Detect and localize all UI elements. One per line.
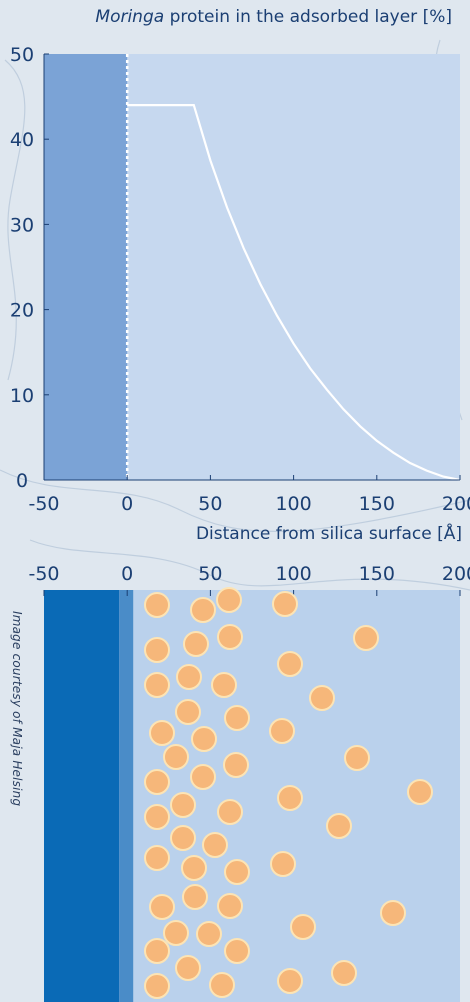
protein-particle	[144, 637, 170, 663]
illustration-tick-label: 200	[442, 563, 470, 585]
protein-particle	[144, 845, 170, 871]
x-axis-label: Distance from silica surface [Å]	[195, 524, 462, 544]
protein-particle	[211, 672, 237, 698]
protein-particle	[144, 973, 170, 999]
silica-edge	[119, 590, 134, 1002]
protein-particle	[144, 769, 170, 795]
protein-particle	[170, 792, 196, 818]
protein-particle	[223, 752, 249, 778]
protein-particle	[277, 968, 303, 994]
illustration-tick-label: 0	[121, 563, 133, 585]
illustration-tick-label: 100	[275, 563, 311, 585]
illustration-tick-label: -50	[28, 563, 59, 585]
protein-particle	[190, 764, 216, 790]
protein-particle	[380, 900, 406, 926]
x-tick-label: -50	[28, 493, 59, 515]
protein-particle	[149, 894, 175, 920]
protein-particle	[217, 893, 243, 919]
protein-particle	[270, 851, 296, 877]
protein-particle	[209, 972, 235, 998]
protein-particle	[224, 705, 250, 731]
protein-particle	[196, 921, 222, 947]
illustration-tick-label: 150	[359, 563, 395, 585]
protein-particle	[277, 651, 303, 677]
protein-particle	[224, 859, 250, 885]
x-tick-label: 150	[359, 493, 395, 515]
protein-particle	[202, 832, 228, 858]
protein-profile-line	[127, 104, 461, 482]
protein-particle	[144, 804, 170, 830]
protein-particle	[217, 624, 243, 650]
y-tick-label: 0	[16, 470, 28, 492]
silica-region	[44, 54, 128, 480]
x-tick-label: 50	[198, 493, 222, 515]
protein-particle	[407, 779, 433, 805]
protein-particle	[216, 587, 242, 613]
protein-particle	[344, 745, 370, 771]
y-tick-label: 50	[10, 44, 34, 66]
protein-particle	[309, 685, 335, 711]
protein-particle	[181, 855, 207, 881]
protein-particle	[217, 799, 243, 825]
chart-title: Moringa protein in the adsorbed layer [%…	[95, 7, 452, 27]
protein-particle	[190, 597, 216, 623]
protein-particle	[170, 825, 196, 851]
protein-particle	[331, 960, 357, 986]
silica-block	[44, 590, 120, 1002]
protein-particle	[149, 720, 175, 746]
y-tick-label: 10	[10, 385, 34, 407]
protein-particle	[183, 631, 209, 657]
protein-particle	[144, 938, 170, 964]
protein-particle	[290, 914, 316, 940]
y-tick-label: 20	[10, 300, 34, 322]
protein-particle	[144, 592, 170, 618]
protein-particle	[191, 726, 217, 752]
protein-particle	[272, 591, 298, 617]
protein-particle	[326, 813, 352, 839]
image-credit: Image courtesy of Maja Helsing	[10, 611, 24, 807]
protein-particle	[144, 672, 170, 698]
y-tick-label: 30	[10, 214, 34, 236]
y-tick-label: 40	[10, 129, 34, 151]
protein-particle	[182, 884, 208, 910]
protein-particle	[176, 664, 202, 690]
protein-particle	[353, 625, 379, 651]
protein-particle	[175, 955, 201, 981]
protein-particle	[277, 785, 303, 811]
protein-particle	[163, 744, 189, 770]
x-tick-label: 200	[442, 493, 470, 515]
illustration-tick-label: 50	[198, 563, 222, 585]
protein-particle	[224, 938, 250, 964]
protein-particle	[269, 718, 295, 744]
protein-particle	[163, 920, 189, 946]
x-tick-label: 100	[275, 493, 311, 515]
protein-particle	[175, 699, 201, 725]
x-tick-label: 0	[121, 493, 133, 515]
